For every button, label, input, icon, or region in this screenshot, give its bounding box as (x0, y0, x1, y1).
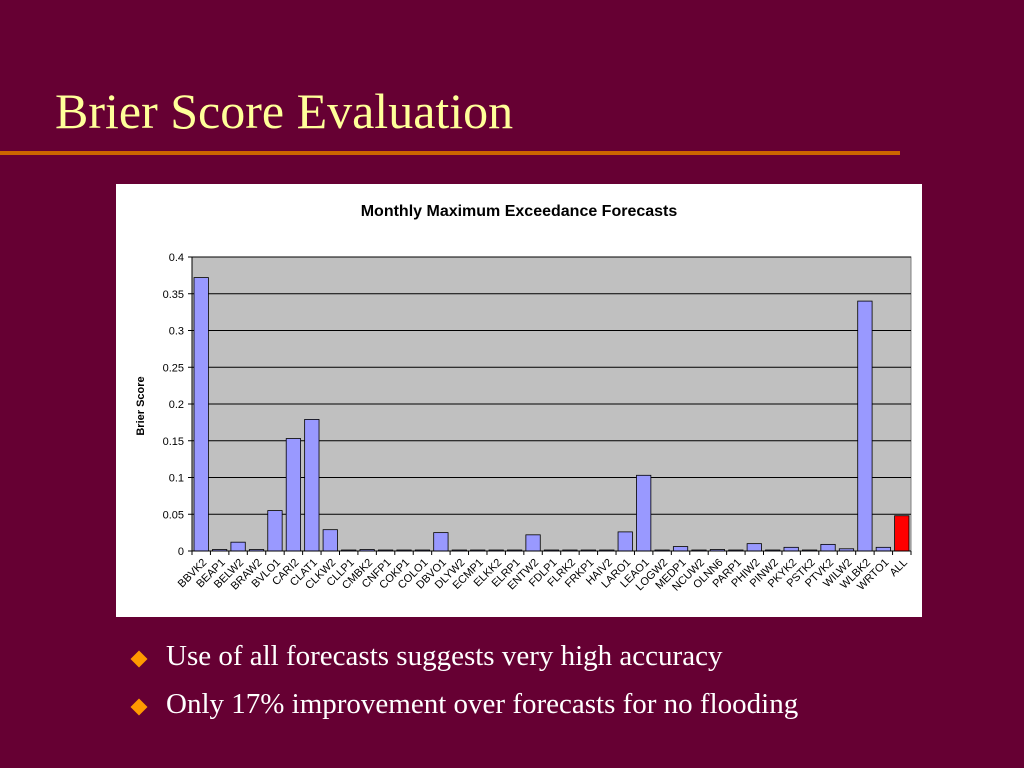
bar-entw2 (525, 534, 541, 552)
bar-clat1 (304, 419, 320, 552)
bar-phiw2 (746, 543, 762, 552)
bar-leao1 (636, 474, 652, 552)
bullet-text: Use of all forecasts suggests very high … (166, 640, 723, 672)
bar-chart: Monthly Maximum Exceedance Forecasts 0 0.… (135, 203, 912, 594)
slide-title: Brier Score Evaluation (55, 83, 514, 139)
bar-belw2 (230, 541, 246, 552)
bar-dbvo1 (433, 532, 449, 552)
bar-ptvk2 (820, 543, 836, 552)
bar-bvlo1 (267, 510, 283, 552)
diamond-bullet-icon (130, 650, 148, 668)
bar-all (894, 515, 910, 552)
y-tick-label: 0.25 (163, 362, 184, 374)
bar-bbvk2 (193, 277, 209, 552)
bullet-item: Only 17% improvement over forecasts for … (130, 688, 798, 736)
bullet-text: Only 17% improvement over forecasts for … (166, 688, 799, 720)
y-tick-label: 0.2 (169, 399, 184, 411)
y-axis-label: Brier Score (135, 376, 147, 435)
chart-x-ticks: BBVK2BEAP1BELW2BRAW2BVLO1CARI2CLAT1CLKW2… (176, 550, 912, 594)
bar-pkyk2 (783, 546, 799, 552)
chart-bars (193, 277, 910, 552)
y-tick-label: 0.3 (169, 326, 184, 338)
y-tick-label: 0.1 (169, 473, 184, 485)
y-tick-label: 0.05 (163, 509, 184, 521)
bar-clkw2 (322, 529, 338, 552)
title-divider (0, 151, 900, 155)
y-tick-label: 0 (178, 546, 184, 558)
bar-cari2 (285, 438, 301, 552)
bullet-item: Use of all forecasts suggests very high … (130, 640, 798, 688)
bar-wlbk2 (857, 300, 873, 552)
y-tick-label: 0.4 (169, 252, 184, 264)
chart-title: Monthly Maximum Exceedance Forecasts (361, 203, 678, 220)
diamond-bullet-icon (130, 698, 148, 716)
bar-wrto1 (875, 546, 891, 552)
chart-y-ticks: 0 0.05 0.1 0.15 0.2 0.25 0.3 0.35 0.4 (163, 252, 193, 558)
bar-medp1 (672, 546, 689, 552)
y-tick-label: 0.35 (163, 289, 184, 301)
bullet-list: Use of all forecasts suggests very high … (130, 640, 798, 736)
x-tick-label: ALL (888, 557, 910, 579)
bar-laro1 (617, 531, 633, 552)
y-tick-label: 0.15 (163, 436, 184, 448)
chart-panel: Monthly Maximum Exceedance Forecasts 0 0.… (116, 184, 922, 617)
